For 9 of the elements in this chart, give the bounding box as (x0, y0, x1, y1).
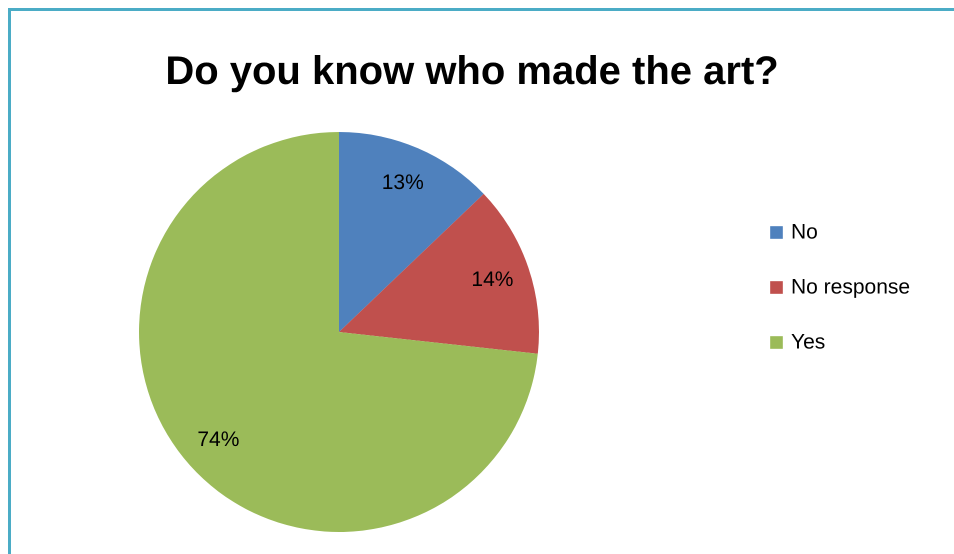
pie-slice (339, 194, 539, 354)
pie-slice (139, 132, 538, 532)
legend-label: Yes (791, 330, 826, 354)
data-label: 14% (471, 268, 514, 292)
chart-title: Do you know who made the art? (165, 49, 779, 93)
legend-label: No response (791, 276, 910, 298)
legend-label: No (791, 220, 818, 244)
data-label: 74% (197, 428, 240, 452)
data-label: 13% (382, 171, 424, 194)
